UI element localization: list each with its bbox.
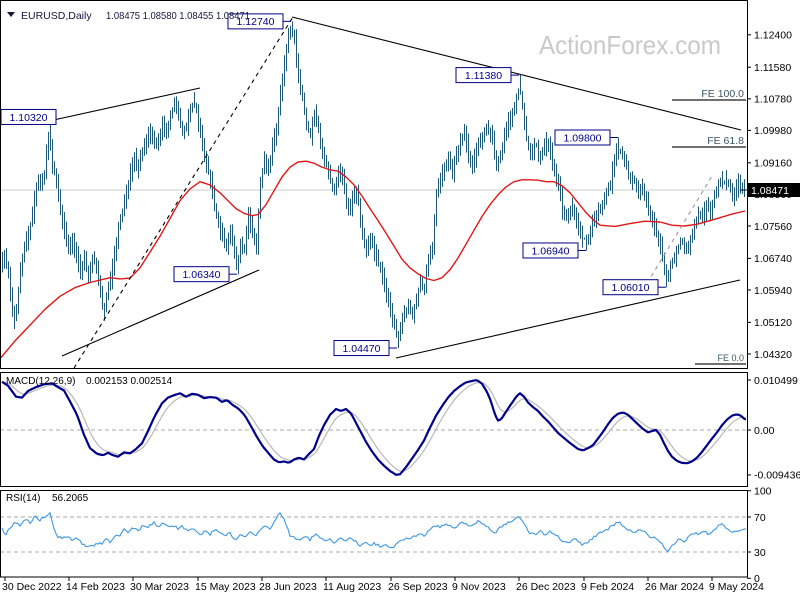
axis-tick-label: 0.00 <box>754 425 775 437</box>
axis-tick-label: -0.009436 <box>754 470 800 482</box>
date-label: 14 Feb 2023 <box>66 581 125 593</box>
date-label: 26 Mar 2024 <box>645 581 704 593</box>
macd-plot-area <box>1 379 746 476</box>
swing-price-label: 1.06940 <box>532 245 570 257</box>
fib-level-label: FE 100.0 <box>701 88 744 100</box>
rsi-plot-area <box>1 511 746 553</box>
macd-panel-border <box>0 372 748 487</box>
swing-price-label: 1.12740 <box>237 16 275 28</box>
watermark: ActionForex.com <box>539 30 721 60</box>
date-label: 26 Sep 2023 <box>388 581 448 593</box>
axis-tick-label: 1.10780 <box>754 94 792 106</box>
date-label: 28 Jun 2023 <box>259 581 317 593</box>
date-label: 9 Feb 2024 <box>581 581 634 593</box>
trendline-lower-left-support <box>61 269 260 357</box>
swing-price-label-box <box>602 279 659 296</box>
rsi-indicator-value: 56.2065 <box>52 493 89 504</box>
axis-tick-label: 1.07560 <box>754 221 792 233</box>
date-label: 15 May 2023 <box>195 581 256 593</box>
time-axis[interactable] <box>0 578 800 600</box>
axis-tick-label: 1.11580 <box>754 62 791 74</box>
current-price-box <box>748 183 800 197</box>
fib-level-label: FE 61.8 <box>707 135 744 147</box>
trendline-rising-support-right <box>395 279 741 359</box>
date-label: 9 Nov 2023 <box>452 581 506 593</box>
rsi-panel[interactable] <box>0 490 747 577</box>
axis-tick-label: 1.06740 <box>754 253 792 265</box>
trendline-dashed-rally-line <box>73 16 294 368</box>
trendline-falling-resistance <box>291 16 742 131</box>
price-bars <box>2 21 746 348</box>
price-annotations: 1.12740 1.10320 1.11380 1.09800 1.06940 1.060… <box>0 13 666 357</box>
swing-price-label-box <box>522 242 579 259</box>
axis-tick-label: 100 <box>754 486 772 498</box>
swing-price-label: 1.04470 <box>343 343 381 355</box>
date-label: 30 Mar 2023 <box>130 581 189 593</box>
rsi-line <box>1 511 746 553</box>
axis-tick-label: 1.09160 <box>754 158 792 170</box>
axes: 1.124001.115801.107801.099801.091601.083… <box>2 30 800 593</box>
swing-price-label: 1.10320 <box>10 112 48 124</box>
macd-indicator-values: 0.002153 0.002514 <box>86 376 173 387</box>
trendline-gray-dashed-rally <box>642 175 713 291</box>
macd-indicator-label: MACD(12,26,9) <box>6 376 75 387</box>
symbol-dropdown-icon[interactable] <box>7 12 15 17</box>
date-label: 11 Aug 2023 <box>323 581 381 593</box>
swing-price-label-box <box>554 129 611 146</box>
moving-average-line <box>1 160 746 359</box>
rsi-panel-border <box>0 490 748 578</box>
ohlc-values: 1.08475 1.08580 1.08455 1.08471 <box>106 10 250 22</box>
symbol-period-label: EURUSD,Daily <box>21 10 92 22</box>
swing-price-label-box <box>227 13 284 30</box>
axis-tick-label: 1.04320 <box>754 349 792 361</box>
date-label: 26 Dec 2023 <box>516 581 576 593</box>
fib-level-label: FE 0.0 <box>717 353 744 363</box>
rsi-indicator-label: RSI(14) <box>6 493 40 504</box>
axis-tick-label: 0.010499 <box>754 375 798 387</box>
axis-tick-label: 0 <box>754 573 760 585</box>
date-label: 9 May 2024 <box>709 581 764 593</box>
swing-price-label: 1.06340 <box>183 269 221 281</box>
swing-price-label: 1.11380 <box>465 70 502 82</box>
axis-tick-label: 1.05120 <box>754 317 792 329</box>
swing-price-label-box <box>173 266 230 283</box>
price-panel-border <box>0 0 748 369</box>
trendline-upper-left-resistance <box>48 87 201 122</box>
axis-tick-label: 70 <box>754 512 766 524</box>
price-panel[interactable] <box>0 0 747 369</box>
swing-price-label-box <box>333 340 390 357</box>
swing-price-label: 1.09800 <box>564 132 602 144</box>
axis-tick-label: 1.12400 <box>754 30 792 42</box>
macd-main-line <box>1 379 746 476</box>
date-label: 30 Dec 2022 <box>2 581 62 593</box>
swing-price-label-box <box>455 67 512 84</box>
macd-axis[interactable] <box>748 372 800 487</box>
axis-tick-label: 1.05940 <box>754 285 792 297</box>
current-price-label: 1.08471 <box>751 185 789 197</box>
price-plot-area: FE 100.0 FE 61.8 FE 0.0 <box>1 16 746 368</box>
axis-tick-label: 30 <box>754 547 766 559</box>
axis-tick-label: 1.09980 <box>754 125 792 137</box>
swing-price-label: 1.06010 <box>612 282 650 294</box>
rsi-axis[interactable] <box>748 490 800 577</box>
